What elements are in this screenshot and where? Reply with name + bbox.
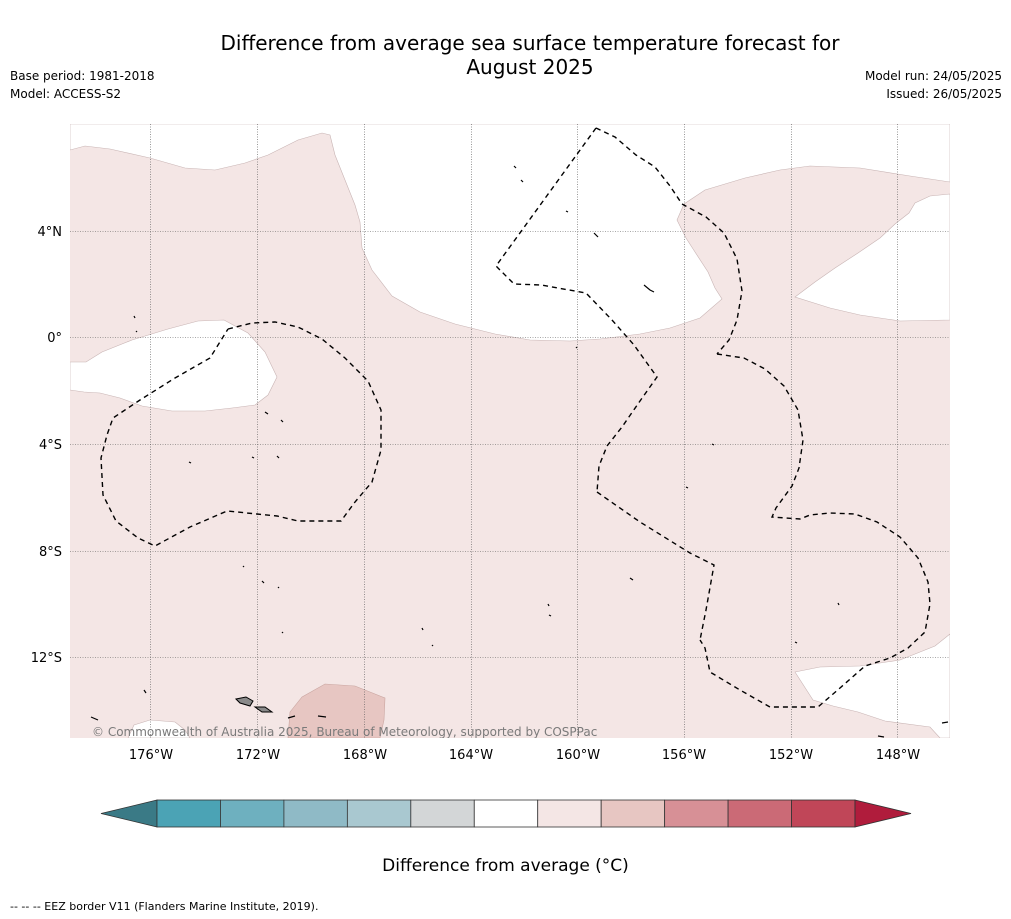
colorbar-segment	[791, 799, 856, 828]
eez-border-cook-north	[699, 353, 931, 708]
colorbar-segment	[346, 799, 412, 828]
neutral-region-northeast	[794, 193, 950, 322]
title-line-2: August 2025	[466, 55, 594, 79]
colorbar-segment	[283, 799, 348, 828]
lon-label: 164°W	[449, 748, 493, 763]
colorbar-tick-label: 1.2	[652, 829, 677, 830]
sst-anomaly-map: © Commonwealth of Australia 2025, Bureau…	[31, 124, 950, 830]
eez-borders	[100, 127, 931, 708]
colorbar-extend-low	[100, 799, 158, 828]
graticule	[70, 124, 950, 738]
anomaly-patch-0-8-to-1-2	[287, 683, 386, 738]
colorbar-segment	[156, 799, 221, 828]
colorbar-tick-label: 3.0	[779, 829, 804, 830]
model-run-label: Model run: 24/05/2025	[864, 69, 1002, 83]
longitude-labels: 176°W 172°W 168°W 164°W 160°W 156°W 152°…	[129, 748, 920, 763]
eez-border-phoenix-line	[595, 127, 743, 355]
colorbar-tick-label: -4.0	[141, 829, 172, 830]
samoa-islands	[234, 696, 274, 713]
colorbar-segment	[537, 799, 602, 828]
lat-label: 8°S	[39, 545, 62, 560]
lon-label: 168°W	[343, 748, 387, 763]
lat-label: 4°N	[38, 225, 63, 240]
colorbar-segment	[664, 799, 729, 828]
colorbar-tick-label: -1.2	[332, 829, 363, 830]
neutral-region-southwest	[127, 719, 191, 738]
page-title: Difference from average sea surface temp…	[150, 31, 910, 79]
colorbar-tick-label: -2.0	[268, 829, 299, 830]
model-label: Model: ACCESS-S2	[10, 87, 122, 101]
lon-label: 148°W	[876, 748, 920, 763]
neutral-region-west	[70, 319, 278, 412]
lat-label: 4°S	[39, 438, 62, 453]
colorbar-extend-high	[854, 799, 912, 828]
lat-label: 0°	[47, 331, 62, 346]
colorbar-tick-label: 2.0	[715, 829, 740, 830]
colorbar-tick-label: 0.8	[588, 829, 613, 830]
eez-border-tokelau	[100, 321, 382, 547]
lon-label: 156°W	[662, 748, 706, 763]
colorbar-segment	[410, 799, 475, 828]
neutral-region-north-center	[70, 124, 950, 342]
lon-label: 160°W	[556, 748, 600, 763]
colorbar-tick-label: -0.8	[395, 829, 426, 830]
colorbar-tick-label: 4.0	[842, 829, 867, 830]
lon-label: 172°W	[236, 748, 280, 763]
colorbar-segment	[600, 799, 666, 828]
colorbar-tick-labels: -4.0 -3.0 -2.0 -1.2 -0.8 -0.4 0.4 0.8 1.2 2.0 3.0 4…	[141, 829, 867, 830]
colorbar-tick-label: 0.4	[525, 829, 550, 830]
colorbar-segment	[473, 799, 539, 828]
islands	[90, 165, 949, 738]
colorbar-segment	[220, 799, 285, 828]
lon-label: 152°W	[769, 748, 813, 763]
eez-legend-note: -- -- -- EEZ border V11 (Flanders Marine…	[10, 900, 319, 913]
meta-left: Base period: 1981-2018 Model: ACCESS-S2	[10, 67, 155, 103]
colorbar-segment	[727, 799, 792, 828]
colorbar-tick-label: -3.0	[205, 829, 236, 830]
latitude-labels: 4°N 0° 4°S 8°S 12°S	[31, 225, 62, 666]
colorbar-tick-label: -0.4	[459, 829, 490, 830]
meta-right: Model run: 24/05/2025 Issued: 26/05/2025	[865, 67, 1002, 103]
colorbar	[100, 799, 912, 828]
base-period-label: Base period: 1981-2018	[10, 69, 155, 83]
copyright-notice: © Commonwealth of Australia 2025, Bureau…	[92, 725, 597, 739]
colorbar-label: Difference from average (°C)	[382, 856, 629, 876]
issued-label: Issued: 26/05/2025	[886, 87, 1002, 101]
title-line-1: Difference from average sea surface temp…	[220, 31, 840, 55]
lon-label: 176°W	[129, 748, 173, 763]
lat-label: 12°S	[31, 651, 62, 666]
